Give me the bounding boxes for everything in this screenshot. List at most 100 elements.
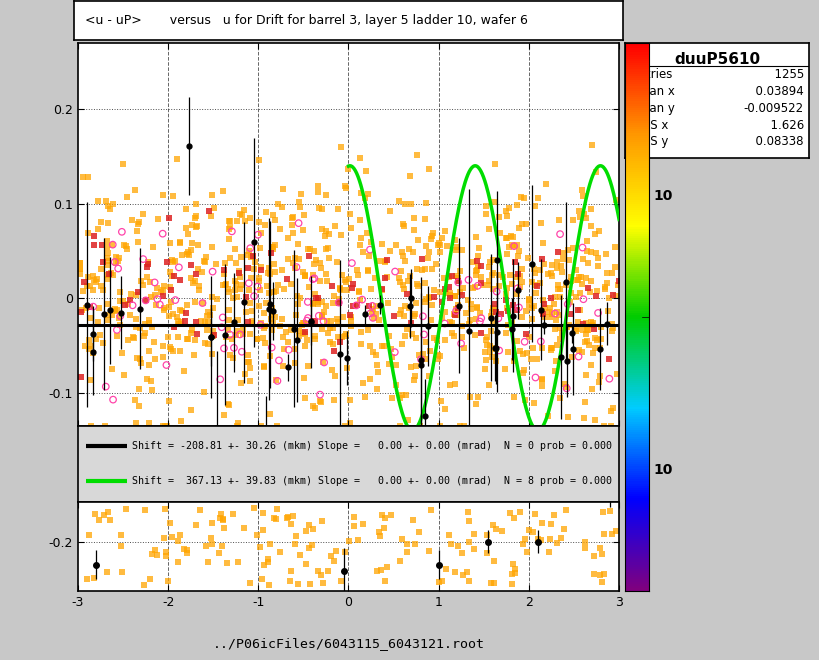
Point — [396, 311, 410, 321]
Point — [81, 172, 94, 182]
Point — [100, 270, 113, 280]
Point — [346, 279, 359, 289]
Point — [534, 535, 547, 546]
Point — [545, 308, 558, 319]
Point — [319, 226, 333, 236]
Point — [199, 251, 212, 262]
Point — [542, 307, 555, 317]
Point — [97, 337, 110, 348]
Point — [137, 279, 150, 290]
Point — [229, 258, 242, 269]
Point — [187, 277, 200, 288]
Point — [508, 257, 521, 268]
Point — [284, 324, 297, 335]
Point — [378, 523, 391, 533]
Point — [174, 316, 187, 327]
Point — [115, 348, 128, 358]
Point — [111, 304, 124, 315]
Point — [198, 338, 211, 348]
Point — [573, 212, 586, 222]
Point — [148, 354, 161, 364]
Point — [550, 307, 563, 317]
Point — [236, 329, 249, 339]
Point — [173, 529, 186, 540]
Point — [364, 308, 377, 319]
Point — [498, 289, 511, 300]
Point — [559, 382, 572, 393]
Point — [163, 302, 176, 313]
Point — [286, 511, 299, 521]
Point — [536, 253, 549, 264]
Point — [311, 293, 324, 304]
Point — [513, 345, 526, 356]
Point — [407, 375, 420, 385]
Point — [496, 272, 509, 282]
Point — [591, 253, 604, 263]
Point — [578, 370, 591, 380]
Point — [252, 276, 265, 286]
Point — [510, 271, 523, 282]
Point — [592, 543, 605, 553]
Point — [315, 224, 328, 234]
Point — [159, 551, 172, 562]
Point — [172, 556, 185, 567]
Point — [274, 224, 287, 234]
Point — [83, 343, 96, 354]
Point — [225, 226, 238, 237]
Point — [151, 282, 164, 293]
Point — [167, 271, 180, 281]
Point — [596, 420, 609, 431]
Point — [298, 341, 311, 352]
Point — [474, 313, 487, 323]
Point — [255, 228, 268, 238]
Point — [101, 567, 114, 578]
Point — [499, 294, 512, 305]
Point — [206, 190, 219, 201]
Point — [237, 205, 250, 215]
Point — [265, 242, 278, 252]
Point — [352, 285, 365, 296]
Point — [106, 240, 119, 250]
Point — [118, 370, 131, 380]
Text: duuP5610: duuP5610 — [673, 52, 759, 67]
Point — [435, 233, 448, 244]
Point — [284, 566, 297, 577]
Point — [185, 405, 198, 415]
Point — [317, 316, 330, 327]
Point — [576, 319, 589, 329]
Point — [160, 360, 173, 370]
Point — [358, 392, 371, 403]
Point — [132, 383, 145, 394]
Point — [340, 284, 353, 295]
Point — [410, 298, 423, 308]
Point — [164, 285, 177, 296]
Point — [101, 252, 114, 263]
Point — [568, 265, 581, 276]
Point — [447, 309, 460, 319]
Point — [310, 292, 323, 303]
Point — [454, 338, 467, 348]
Point — [500, 302, 513, 313]
Point — [522, 293, 535, 304]
Point — [185, 238, 198, 249]
Point — [79, 303, 93, 313]
Point — [590, 261, 604, 271]
Point — [120, 191, 133, 202]
Point — [427, 285, 440, 296]
Point — [522, 331, 535, 342]
Point — [584, 220, 597, 231]
Point — [482, 276, 495, 286]
Point — [432, 351, 446, 362]
Point — [311, 187, 324, 197]
Point — [139, 294, 152, 305]
Point — [314, 262, 327, 273]
Point — [275, 265, 288, 275]
Point — [235, 210, 248, 220]
Point — [125, 215, 138, 226]
Point — [288, 310, 301, 320]
Point — [450, 242, 463, 252]
Point — [505, 279, 518, 290]
Point — [405, 362, 418, 372]
Point — [247, 503, 260, 513]
Point — [404, 318, 417, 329]
